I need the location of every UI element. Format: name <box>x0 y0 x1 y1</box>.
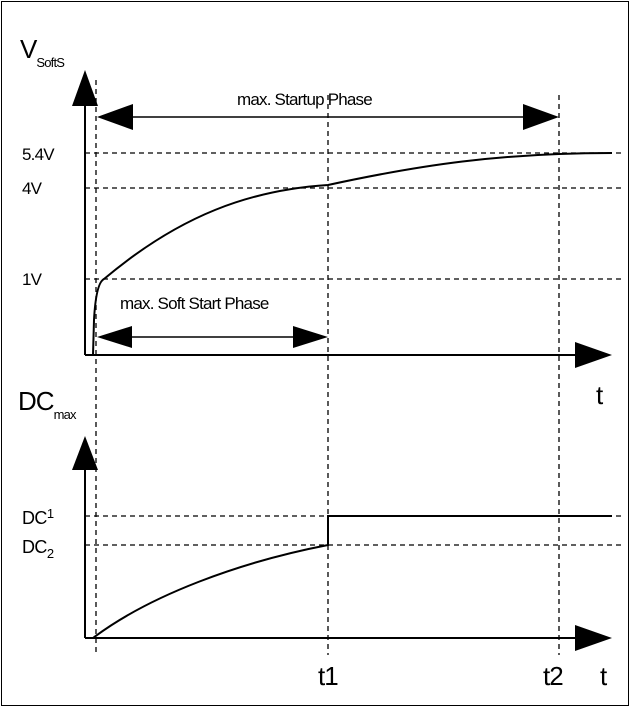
top-x-axis-arrowhead <box>575 342 612 368</box>
top-plot: VSoftS t 5.4V 4V 1V max. Startup Phase m… <box>20 34 622 410</box>
time-marker-t1: t1 <box>318 661 338 691</box>
top-y-axis-label: VSoftS <box>20 34 65 70</box>
softs-voltage-curve <box>92 152 613 356</box>
bottom-y-axis-arrowhead <box>72 436 98 470</box>
dc2-label: DC2 <box>22 537 54 561</box>
soft-start-phase-arrow-left <box>97 326 132 348</box>
dc-max-curve <box>92 515 612 639</box>
level-label-5-4v: 5.4V <box>22 145 55 164</box>
startup-phase-label: max. Startup Phase <box>237 90 372 109</box>
top-y-axis-arrowhead <box>72 70 98 106</box>
bottom-y-axis-label: DCmax <box>18 386 77 422</box>
soft-start-phase-arrow-right <box>293 326 328 348</box>
time-marker-t2: t2 <box>543 661 563 691</box>
bottom-x-axis-label: t <box>600 661 608 691</box>
dc1-label: DC1 <box>22 506 54 528</box>
startup-phase-arrow-right <box>523 104 559 130</box>
startup-phase-arrow-left <box>97 104 133 130</box>
level-label-4v: 4V <box>22 179 43 198</box>
bottom-x-axis-arrowhead <box>575 625 612 651</box>
top-x-axis-label: t <box>596 380 604 410</box>
bottom-plot: DCmax t DC1 DC2 t1 t2 <box>18 386 622 691</box>
soft-start-phase-label: max. Soft Start Phase <box>120 294 269 313</box>
level-label-1v: 1V <box>22 270 43 289</box>
